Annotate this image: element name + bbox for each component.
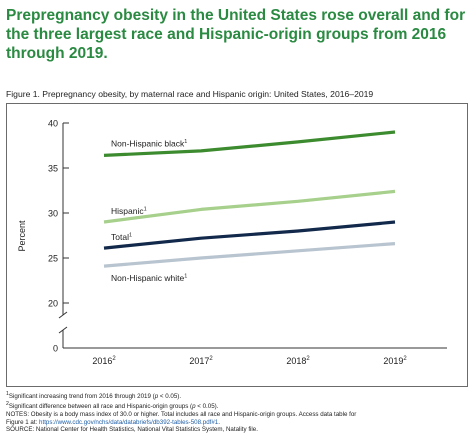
series-line-hispanic [103, 189, 396, 224]
headline: Prepregnancy obesity in the United State… [6, 7, 466, 62]
x-tick-label-2018: 20182 [286, 356, 310, 366]
axis-break-mark-upper [58, 311, 68, 319]
series-label-total: Total1 [111, 232, 132, 242]
series-label-hispanic: Hispanic1 [111, 206, 147, 216]
y-tick-label-25: 25 [48, 254, 58, 264]
y-tick-label-30: 30 [48, 209, 58, 219]
x-tick-label-2019: 20192 [383, 356, 407, 366]
line-chart: 0 20 25 30 35 40 Percent 20162 20172 20182 20192 N… [17, 119, 447, 366]
series-label-non-hispanic-black: Non-Hispanic black1 [111, 138, 187, 148]
data-table-link[interactable]: https://www.cdc.gov/nchs/data/databriefs… [39, 418, 219, 426]
x-tick-label-2017: 20172 [189, 356, 213, 366]
y-axis-title: Percent [17, 220, 27, 252]
note-definitions: NOTES: Obesity is a body mass index of 3… [6, 410, 357, 418]
y-tick-label-20: 20 [48, 299, 58, 309]
note-significant-difference: 2Significant difference between all race… [6, 400, 219, 410]
series-line-total [103, 220, 396, 250]
y-tick-label-40: 40 [48, 119, 58, 129]
note-source: SOURCE: National Center for Health Stati… [6, 426, 258, 434]
axis-break-mark-lower [58, 326, 68, 334]
series-line-non-hispanic-white [103, 242, 396, 268]
notes: 1Significant increasing trend from 2016 … [6, 391, 472, 434]
figure-title: Figure 1. Prepregnancy obesity, by mater… [6, 89, 374, 99]
y-tick-label-0: 0 [53, 344, 58, 354]
chart-frame: 0 20 25 30 35 40 Percent 20162 20172 20182 20192 N… [6, 103, 468, 387]
series-label-non-hispanic-white: Non-Hispanic white1 [111, 273, 187, 283]
series-line-non-hispanic-black [103, 130, 396, 157]
y-tick-label-35: 35 [48, 164, 58, 174]
note-data-table: Figure 1 at: https://www.cdc.gov/nchs/da… [6, 418, 220, 426]
note-significant-trend: 1Significant increasing trend from 2016 … [6, 391, 182, 401]
x-tick-label-2016: 20162 [92, 356, 116, 366]
